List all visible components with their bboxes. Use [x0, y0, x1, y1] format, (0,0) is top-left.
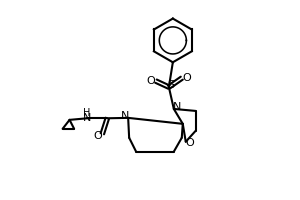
Text: N: N — [121, 111, 129, 121]
Text: O: O — [147, 76, 155, 86]
Text: N: N — [83, 113, 91, 123]
Text: H: H — [83, 108, 91, 118]
Text: O: O — [186, 138, 194, 148]
Text: S: S — [168, 80, 175, 90]
Text: N: N — [173, 102, 182, 112]
Text: O: O — [94, 131, 102, 141]
Text: O: O — [182, 73, 191, 83]
